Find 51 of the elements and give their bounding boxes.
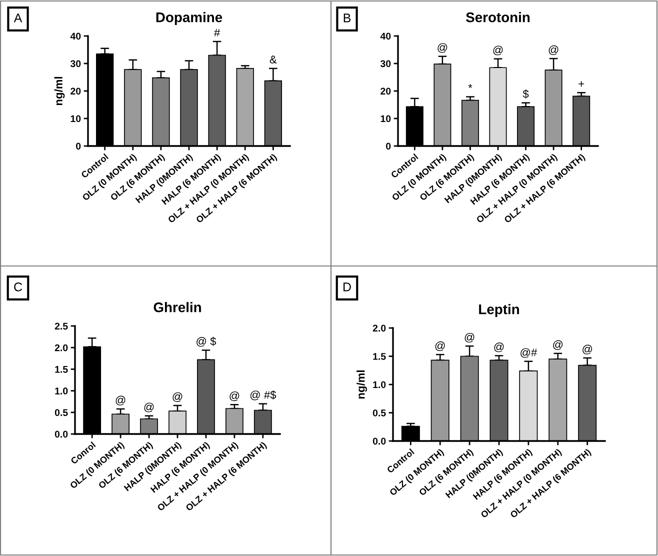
annotation: @	[493, 46, 503, 56]
annotation: @	[553, 340, 563, 350]
annotation: @	[494, 342, 504, 352]
y-tick-label: 0.5	[54, 409, 68, 416]
y-tick-label: 0.0	[54, 430, 68, 438]
annotation: @	[438, 43, 448, 53]
y-tick-label: 1.5	[373, 353, 386, 360]
text: A	[14, 14, 22, 22]
y-axis-title: ng/ml	[54, 76, 65, 106]
y-tick-label: 1.5	[55, 366, 68, 373]
y-tick-label: 0	[386, 142, 391, 150]
y-tick-label: 1.0	[55, 388, 68, 394]
annotation: @	[144, 402, 154, 412]
y-tick-label: 10	[70, 115, 81, 122]
text: B	[344, 14, 351, 22]
y-axis-title: ng/ml	[356, 370, 367, 399]
y-tick-label: 30	[70, 60, 81, 68]
annotation: @	[464, 332, 474, 343]
y-tick-label: 2.0	[54, 344, 68, 352]
annotation: @	[548, 45, 558, 55]
annotation: @	[116, 396, 126, 406]
annotation: @	[172, 392, 182, 402]
annotation: $	[522, 90, 529, 99]
y-tick-label: 40	[380, 32, 391, 40]
y-tick-label: 0.5	[372, 409, 386, 416]
y-tick-label: 0	[76, 142, 81, 150]
chart-title: Ghrelin	[154, 302, 201, 312]
annotation: +	[578, 81, 584, 87]
text: D	[344, 282, 351, 292]
annotation: @	[582, 344, 592, 354]
chart-title: Serotonin	[466, 12, 530, 22]
annotation: #	[214, 28, 220, 36]
annotation: @ #$	[250, 390, 276, 400]
y-tick-label: 10	[380, 115, 391, 122]
y-tick-label: 20	[70, 88, 81, 95]
chart-title: Dopamine	[156, 12, 222, 25]
y-tick-label: 40	[70, 32, 81, 40]
annotation: @ $	[196, 336, 216, 347]
y-tick-label: 2.5	[54, 322, 68, 330]
y-tick-label: 30	[380, 60, 391, 68]
y-tick-label: 1.0	[373, 381, 386, 388]
annotation: *	[468, 84, 472, 88]
text: C	[14, 282, 22, 292]
annotation: @	[230, 391, 240, 402]
annotation: @#	[520, 348, 538, 358]
annotation: &	[270, 56, 277, 64]
y-tick-label: 2.0	[372, 324, 386, 332]
chart-title: Leptin	[479, 304, 519, 317]
y-tick-label: 20	[380, 88, 391, 95]
annotation: @	[435, 341, 445, 352]
y-tick-label: 0.0	[372, 438, 386, 445]
